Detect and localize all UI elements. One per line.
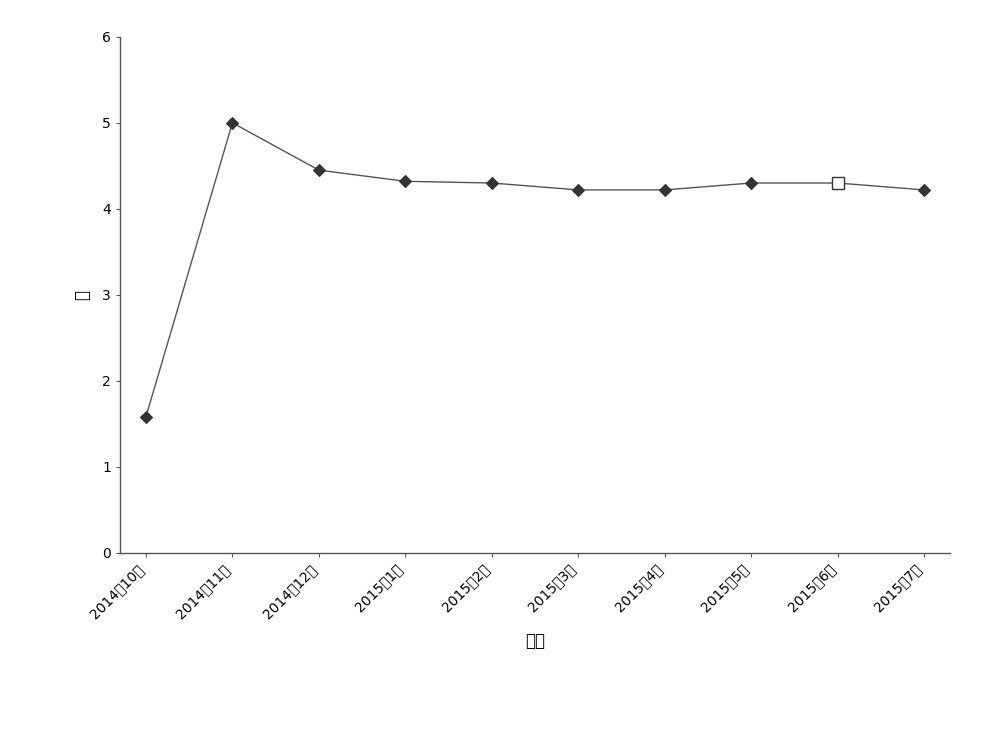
Y-axis label: 吨: 吨 (73, 290, 91, 300)
X-axis label: 日期: 日期 (525, 632, 545, 650)
